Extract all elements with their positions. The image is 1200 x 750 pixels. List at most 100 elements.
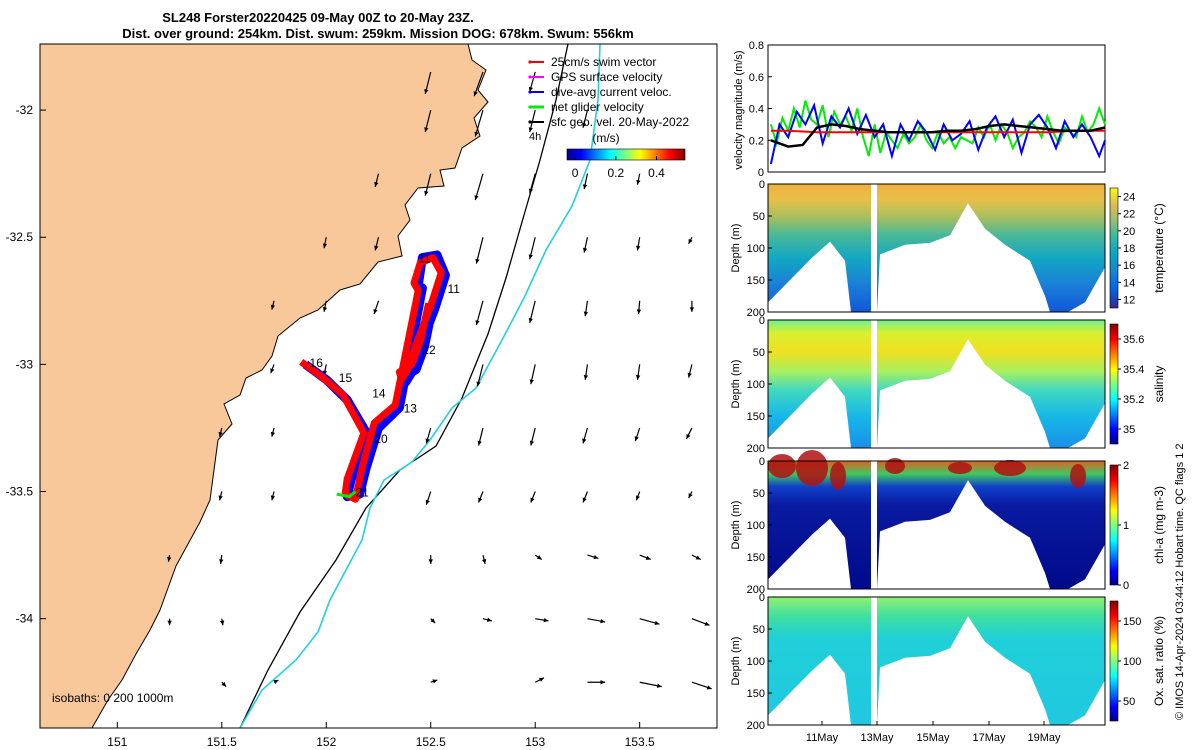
geo-vector-head [167,556,172,562]
geo-vector-head [428,559,433,564]
geo-vector-head [529,440,535,446]
geo-vector [474,109,484,137]
map-x-tick-label: 153.5 [625,735,655,749]
geo-vector-head [374,245,379,251]
geo-vector-head [634,436,639,442]
colorbar-tick-label: 14 [1123,277,1135,289]
map-colorbar-corner-text: 4h [529,131,541,143]
velocity-lines [769,100,1106,165]
geo-vector-head [477,440,482,446]
map-x-ticks: 151 151.5 152 152.5 153 153.5 [107,722,655,749]
isobath-text: isobaths: 0 200 1000m [52,691,173,705]
track-day-label: 14 [372,386,386,400]
geo-vector-head [220,620,225,626]
colorbar-tick-label: 150 [1123,616,1141,628]
geo-vector-head [432,679,438,684]
legend-label: sfc geo. vel. 20-May-2022 [551,115,689,129]
velocity-series-line [770,123,1106,148]
geo-vector-head [424,89,429,94]
section-y-tick-label: 0 [759,592,765,604]
section-y-tick-label: 200 [747,720,765,732]
geo-vector-head [476,381,481,387]
geo-vector-head [221,681,227,687]
map-y-ticks: -32 -32.5 -33 -33.5 -34 [6,103,46,626]
geo-vector-head [689,307,695,312]
colorbar-tick-label: 2 [1123,460,1129,472]
geo-vector-head [688,493,693,499]
legend-swatch-dot [528,120,532,124]
section-data-left [768,461,871,589]
geo-vector-head [475,320,480,326]
section-y-tick-label: 150 [747,275,765,287]
velocity-ylabel: velocity magnitude (m/s) [733,50,745,169]
section-y-tick-label: 200 [747,584,765,596]
chla-maximum-patch [1070,464,1086,488]
section-y-tick-label: 150 [747,552,765,564]
section-colorbar [1109,323,1119,445]
colorbar-tick-label: 18 [1123,243,1135,255]
geo-vector-head [636,179,641,185]
geo-vector-head [582,122,587,128]
section-data-right [877,184,1105,312]
temperature-section: 0 50 100 150 200 Depth (m) 12 14 16 18 20 22 24 tempe… [730,179,1166,319]
velocity-y-tick-label: 0.6 [749,72,764,84]
map-x-tick-label: 152 [316,735,336,749]
geo-vector-head [539,677,545,682]
geo-vector-head [374,181,379,187]
map-y-tick-label: -32.5 [6,230,34,244]
geo-vector-head [474,131,479,137]
legend-swatch-dot [528,60,532,64]
map-colorbar-ticks: 0 0.2 0.4 [572,156,665,180]
geo-vector-head [635,495,641,501]
geo-vector-head [582,247,588,253]
section-y-tick-label: 200 [747,307,765,319]
geo-vector-head [695,555,701,560]
colorbar-tick-label: 100 [1123,656,1141,668]
map-y-tick-label: -34 [16,612,34,626]
track-day-label: 11 [418,252,431,266]
geo-vector-head [528,188,534,194]
legend-label: 25cm/s swim vector [551,55,656,69]
section-colorbar [1109,187,1119,309]
track-day-label: 15 [339,371,353,385]
isobath-200 [239,44,569,728]
section-ylabel: Depth (m) [730,224,742,273]
section-y-tick-label: 100 [747,243,765,255]
geo-vector-head [582,438,587,444]
geo-vector-head [582,184,588,190]
section-x-tick-label: 15May [916,732,950,744]
colorbar-tick-label: 0 [1123,580,1129,592]
legend-label: GPS surface velocity [551,70,662,84]
geo-vector-head [270,495,276,501]
section-x-tick-label: 19May [1027,732,1061,744]
colorbar-tick-label: 35.2 [1123,394,1144,406]
track-day-label: 20 [374,432,388,446]
colorbar-tick-label: 35.6 [1123,334,1144,346]
geo-vector-head [430,618,436,624]
geo-vector-head [478,497,483,503]
map-y-tick-label: -33 [16,357,34,371]
geo-vector-head [686,433,691,439]
geo-vector-head [528,317,533,323]
geo-vector-head [636,309,642,315]
section-y-tick-label: 50 [753,347,765,359]
geo-vector-head [424,127,429,133]
geo-vector-head [529,379,534,385]
geo-vector-head [593,555,599,560]
section-y-tick-label: 50 [753,488,765,500]
geo-vector-head [475,258,480,264]
geo-vector-head [373,309,378,315]
chla-maximum-patch [830,462,846,490]
section-colorbar [1109,600,1119,722]
section-data-right [877,597,1105,725]
legend-swatch-dot [528,90,532,94]
section-colorbar-label: salinity [1152,366,1166,403]
geo-vector-head [704,621,710,626]
geo-vector-head [219,559,224,564]
colorbar-tick-label: 0.2 [607,166,624,180]
geo-vector-head [425,438,430,444]
section-data-left [768,597,871,725]
